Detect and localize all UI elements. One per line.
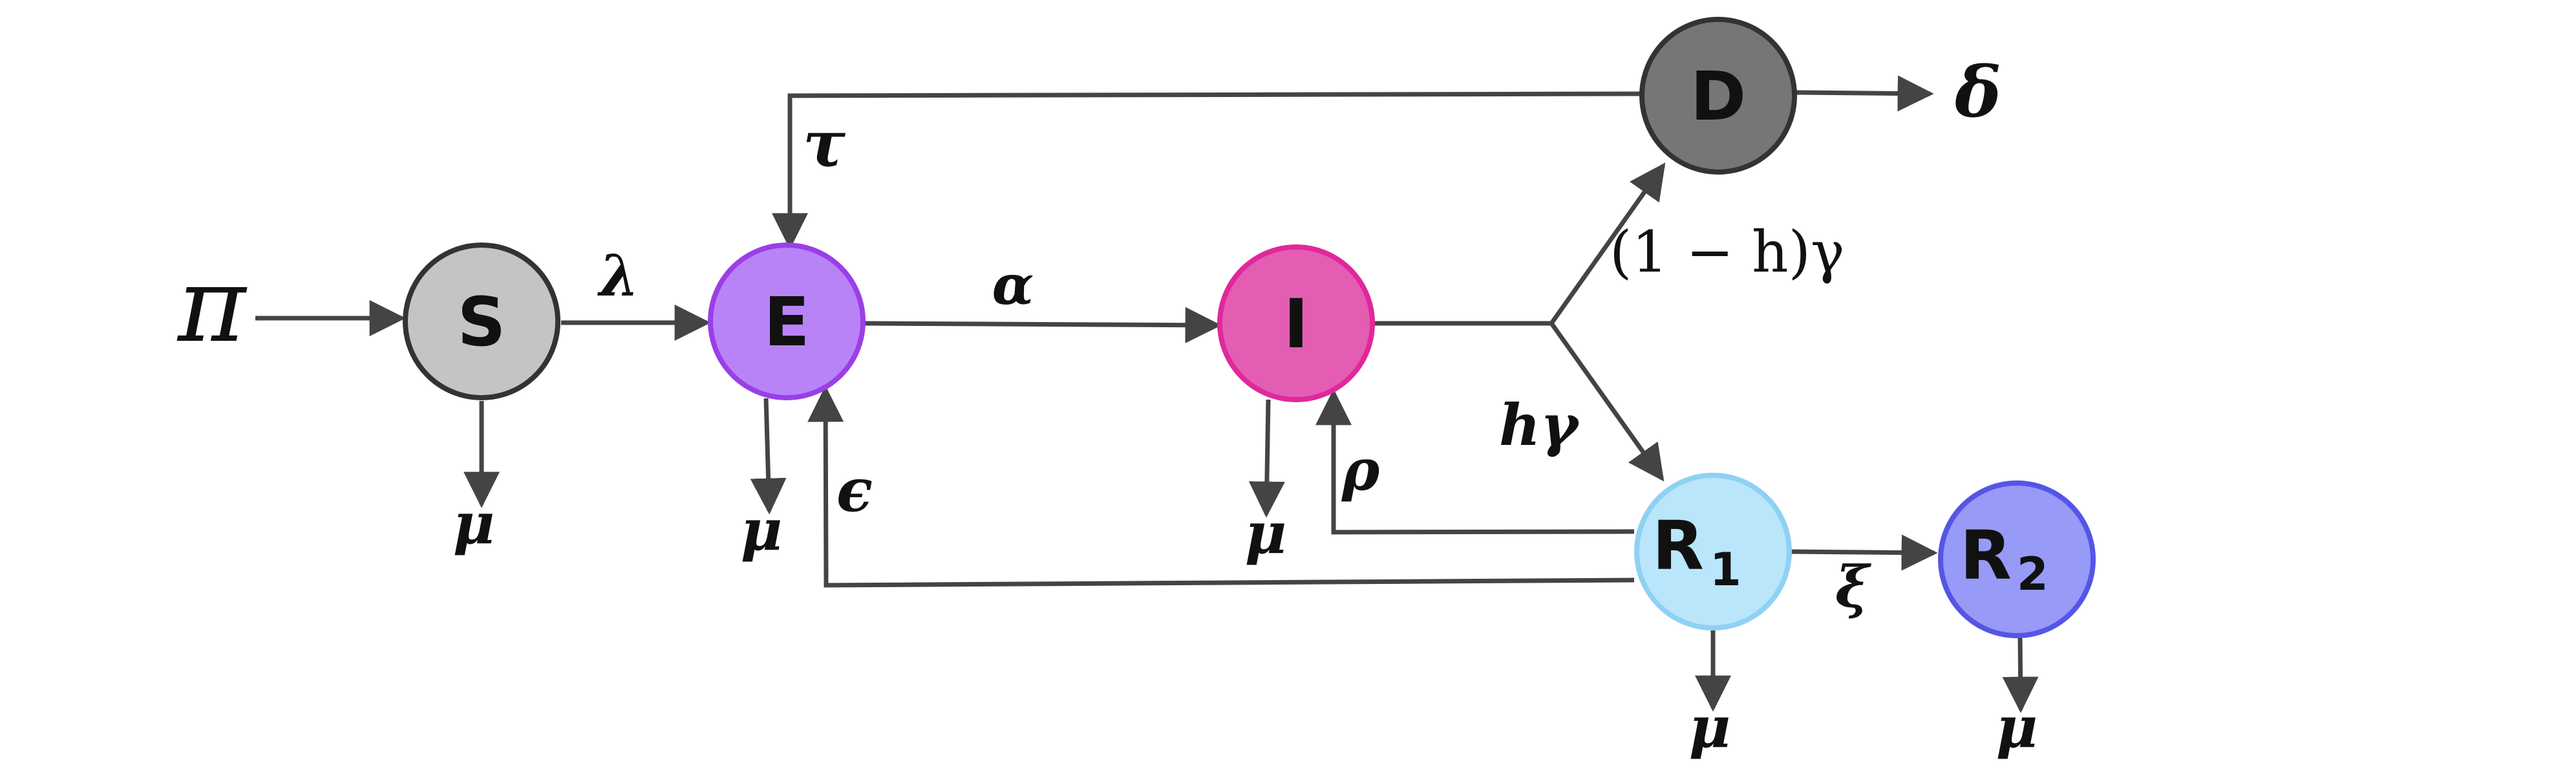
label-lambda: λ — [597, 242, 639, 309]
node-r2: R 2 — [1941, 483, 2093, 636]
node-e-label: E — [763, 283, 809, 361]
label-tau: τ — [803, 107, 846, 182]
label-mu-r2: μ — [1996, 693, 2038, 760]
node-d: D — [1642, 19, 1794, 172]
label-mu-r1: μ — [1689, 693, 1730, 760]
node-r1-subscript: 1 — [1710, 543, 1741, 596]
node-r1: R 1 — [1637, 475, 1789, 628]
node-r2-subscript: 2 — [2017, 548, 2049, 601]
label-mu-s: μ — [453, 490, 495, 557]
label-alpha: α — [992, 253, 1034, 317]
node-s: S — [405, 245, 558, 398]
label-pi: π — [176, 244, 248, 365]
node-r2-label: R — [1960, 516, 2012, 595]
label-xi: ξ — [1835, 553, 1871, 620]
label-one-minus-h-gamma: (1 − h)γ — [1610, 219, 1845, 285]
edge-i-mortality — [1266, 400, 1268, 514]
edge-e-mortality — [766, 398, 769, 511]
node-r1-label: R — [1652, 506, 1704, 585]
node-e: E — [710, 245, 863, 398]
edge-d-to-e-tau — [790, 94, 1641, 246]
edge-e-to-i — [865, 323, 1218, 325]
node-i: I — [1220, 247, 1372, 400]
label-delta: δ — [1954, 52, 2001, 133]
label-mu-i: μ — [1245, 499, 1286, 566]
label-mu-e: μ — [741, 496, 782, 563]
node-s-label: S — [458, 283, 506, 361]
label-rho: ρ — [1341, 436, 1380, 503]
edge-d-to-delta — [1795, 92, 1930, 94]
node-d-label: D — [1690, 57, 1746, 136]
node-i-label: I — [1284, 285, 1309, 363]
label-epsilon: ϵ — [836, 455, 873, 525]
label-h-gamma: hγ — [1499, 391, 1581, 458]
